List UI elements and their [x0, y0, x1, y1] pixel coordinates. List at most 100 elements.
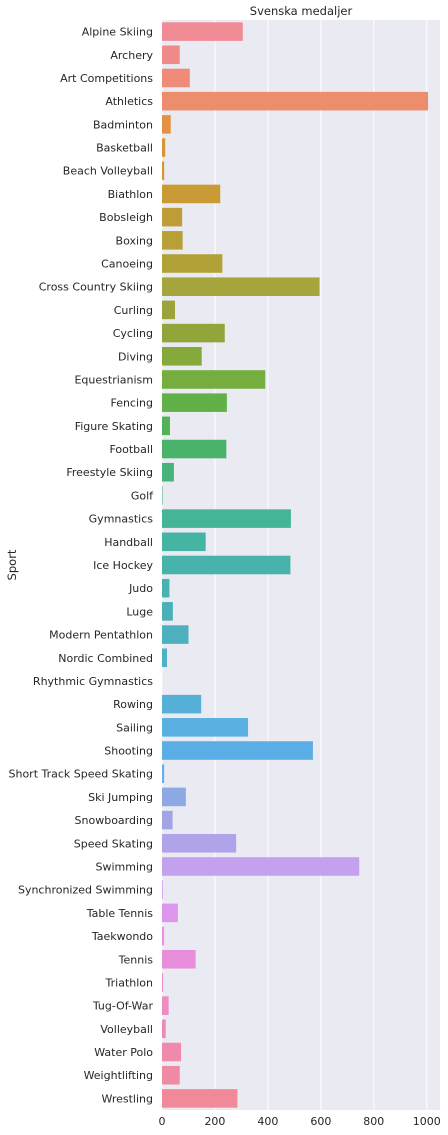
- bar: [162, 161, 165, 181]
- y-tick-label: Gymnastics: [89, 513, 154, 526]
- bar: [162, 184, 221, 204]
- y-tick-label: Basketball: [96, 142, 153, 155]
- bar: [162, 486, 163, 505]
- y-tick-label: Table Tennis: [86, 907, 154, 920]
- y-tick-label: Rowing: [113, 698, 153, 711]
- y-tick-label: Snowboarding: [75, 814, 153, 827]
- bar: [162, 880, 163, 899]
- y-tick-label: Tug-Of-War: [92, 1000, 154, 1013]
- bar: [162, 1065, 180, 1085]
- y-tick-label: Modern Pentathlon: [49, 629, 153, 642]
- bar: [162, 45, 180, 65]
- bar: [162, 254, 223, 273]
- bar: [162, 91, 429, 111]
- y-tick-label: Weightlifting: [84, 1069, 153, 1082]
- bar: [162, 138, 166, 157]
- y-tick-label: Beach Volleyball: [63, 165, 153, 178]
- y-tick-label: Archery: [110, 49, 153, 62]
- y-tick-label: Fencing: [110, 397, 153, 410]
- bar: [162, 555, 291, 575]
- bar: [162, 532, 206, 552]
- y-tick-label: Rhythmic Gymnastics: [33, 675, 153, 688]
- y-tick-label: Canoeing: [101, 258, 153, 271]
- bar: [162, 578, 170, 598]
- bar: [162, 300, 175, 320]
- y-tick-label: Ski Jumping: [88, 791, 153, 804]
- y-tick-label: Athletics: [105, 95, 153, 108]
- bar: [162, 68, 190, 88]
- bar: [162, 996, 169, 1015]
- x-tick-label: 800: [363, 1115, 384, 1128]
- bar: [162, 370, 266, 389]
- bar: [162, 949, 196, 969]
- y-tick-label: Shooting: [104, 745, 153, 758]
- y-tick-label: Volleyball: [100, 1023, 153, 1036]
- x-tick-label: 200: [204, 1115, 225, 1128]
- bar: [162, 323, 225, 343]
- bar: [162, 857, 360, 876]
- y-tick-label: Equestrianism: [74, 373, 153, 386]
- y-tick-label: Golf: [131, 489, 154, 502]
- bar: [162, 787, 186, 807]
- bar: [162, 462, 174, 482]
- bar: [162, 509, 291, 528]
- y-tick-label: Alpine Skiing: [82, 26, 153, 39]
- bar: [162, 625, 189, 644]
- bar: [162, 207, 183, 227]
- y-tick-label: Cross Country Skiing: [39, 281, 153, 294]
- y-tick-label: Handball: [104, 536, 153, 549]
- y-axis-label: Sport: [5, 549, 19, 580]
- y-tick-label: Taekwondo: [91, 930, 153, 943]
- bar: [162, 903, 178, 923]
- y-tick-label: Ice Hockey: [93, 559, 153, 572]
- y-tick-label: Water Polo: [94, 1046, 153, 1059]
- y-tick-label: Wrestling: [101, 1092, 153, 1105]
- bar: [162, 115, 171, 134]
- bar: [162, 718, 249, 737]
- y-tick-label: Judo: [128, 582, 153, 595]
- y-tick-label: Freestyle Skiing: [66, 466, 153, 479]
- bar: [162, 741, 313, 760]
- y-tick-label: Nordic Combined: [58, 652, 153, 665]
- x-tick-label: 0: [159, 1115, 166, 1128]
- bars: [162, 22, 429, 1108]
- bar: [162, 973, 164, 992]
- y-tick-label: Triathlon: [105, 976, 153, 989]
- x-tick-labels: 0 200 400 600 800 1000: [159, 1115, 441, 1128]
- bar: [162, 764, 165, 783]
- bar: [162, 439, 227, 459]
- y-tick-label: Badminton: [93, 118, 153, 131]
- y-tick-label: Tennis: [118, 953, 154, 966]
- y-tick-label: Cycling: [113, 327, 153, 340]
- y-tick-label: Luge: [126, 605, 153, 618]
- bar: [162, 694, 202, 714]
- y-tick-label: Synchronized Swimming: [18, 884, 153, 897]
- bar: [162, 393, 227, 412]
- bar: [162, 22, 243, 41]
- y-tick-label: Art Competitions: [60, 72, 153, 85]
- y-tick-label: Curling: [114, 304, 153, 317]
- y-tick-label: Diving: [118, 350, 153, 363]
- y-tick-label: Boxing: [116, 234, 153, 247]
- x-tick-label: 400: [257, 1115, 278, 1128]
- x-tick-label: 1000: [413, 1115, 441, 1128]
- y-tick-label: Short Track Speed Skating: [9, 768, 154, 781]
- y-tick-label: Speed Skating: [74, 837, 153, 850]
- bar: [162, 926, 165, 946]
- y-tick-label: Swimming: [96, 860, 153, 873]
- bar: [162, 231, 183, 250]
- bar: [162, 277, 320, 296]
- bar: [162, 416, 170, 436]
- bar: [162, 1089, 238, 1108]
- bar: [162, 347, 202, 366]
- y-tick-labels: Alpine Skiing Archery Art Competitions Athl…: [9, 26, 155, 1106]
- y-tick-label: Biathlon: [108, 188, 153, 201]
- bar: [162, 1019, 166, 1039]
- bar: [162, 810, 173, 830]
- chart-title: Svenska medaljer: [250, 4, 353, 18]
- bar: [162, 834, 237, 853]
- x-tick-label: 600: [310, 1115, 331, 1128]
- bar: [162, 1042, 182, 1062]
- y-tick-label: Sailing: [116, 721, 153, 734]
